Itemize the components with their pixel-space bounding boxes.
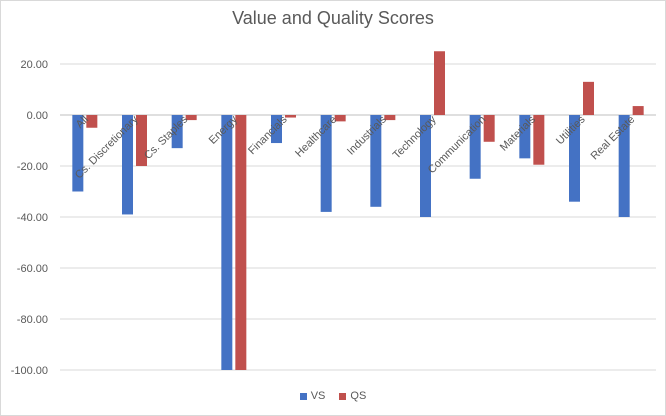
y-tick-label: -40.00 [17, 212, 48, 224]
x-tick-label: Materials [498, 113, 538, 153]
y-tick-label: -100.00 [11, 365, 48, 377]
bar-qs [185, 115, 197, 121]
bar-qs [285, 115, 296, 118]
bar-qs [483, 115, 495, 142]
bar-vs [171, 115, 183, 149]
bar-qs [136, 115, 147, 166]
x-tick-label: Healthcare [293, 114, 339, 160]
bar-vs [221, 115, 233, 370]
bar-qs [583, 81, 594, 115]
y-tick-label: -80.00 [17, 314, 48, 326]
bar-vs [569, 115, 580, 202]
chart-legend: VS QS [0, 390, 666, 402]
bar-qs [533, 115, 545, 165]
x-tick-label: Industrials [345, 113, 389, 157]
x-tick-label: Technology [391, 113, 439, 161]
y-tick-label: 20.00 [20, 59, 48, 71]
x-tick-label: Real Estate [589, 114, 638, 163]
bar-qs [632, 106, 644, 115]
bar-vs [72, 115, 84, 192]
y-tick-label: 0.00 [27, 110, 48, 122]
legend-item-vs: VS [299, 390, 326, 402]
legend-swatch-qs [339, 392, 347, 400]
bar-vs [519, 115, 531, 159]
bar-vs [122, 115, 133, 215]
bar-vs [370, 115, 382, 207]
x-tick-label: Financials [246, 113, 290, 157]
legend-label-qs: QS [350, 390, 367, 402]
bar-qs [86, 115, 98, 128]
bar-qs [235, 115, 247, 370]
y-tick-label: -60.00 [17, 263, 48, 275]
legend-label-vs: VS [310, 390, 326, 402]
legend-item-qs: QS [339, 390, 366, 402]
bar-qs [384, 115, 396, 121]
bar-vs [618, 115, 630, 217]
legend-swatch-vs [299, 392, 307, 400]
x-tick-label: Cs. Staples [142, 113, 191, 162]
bar-qs [334, 115, 346, 122]
bar-vs [320, 115, 332, 212]
bar-vs [271, 115, 282, 144]
bar-vs [420, 115, 431, 217]
bar-vs [469, 115, 481, 179]
y-tick-label: -20.00 [17, 161, 48, 173]
chart-title: Value and Quality Scores [232, 8, 434, 28]
bar-qs [434, 51, 445, 115]
